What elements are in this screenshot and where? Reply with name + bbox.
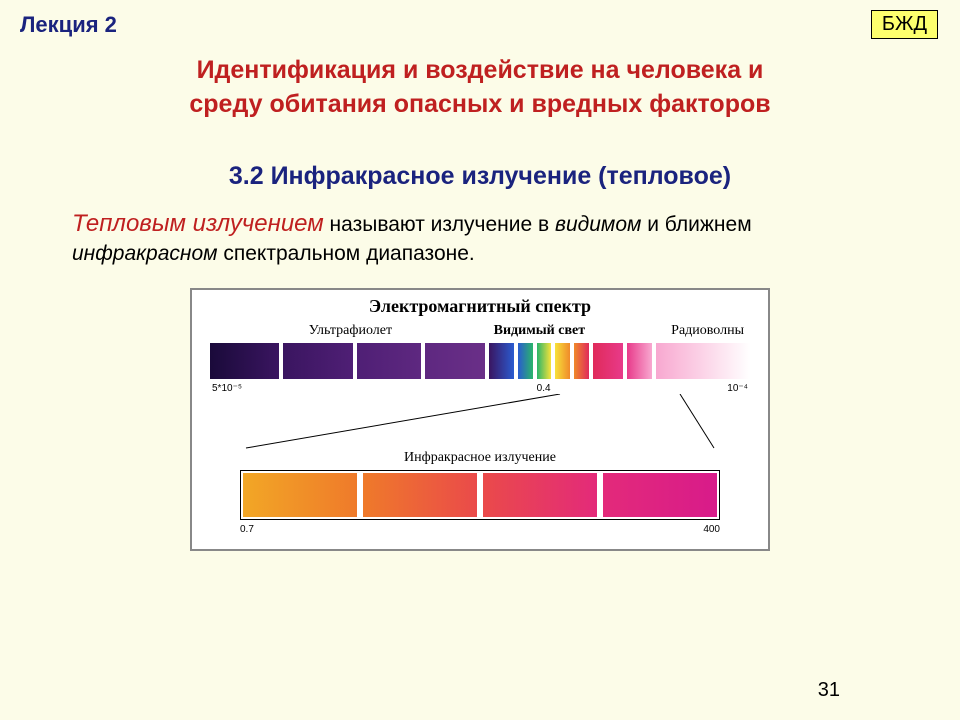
ir-axis-right: 400: [703, 524, 720, 535]
zoom-svg: [210, 394, 750, 450]
slide: Лекция 2 БЖД Идентификация и воздействие…: [0, 0, 960, 720]
spectrum-segment: [489, 343, 514, 379]
title-line-1: Идентификация и воздействие на человека …: [197, 56, 764, 84]
ir-segment: [243, 473, 357, 517]
figure-title: Электромагнитный спектр: [210, 296, 750, 317]
label-uv: Ультрафиолет: [210, 323, 491, 339]
body-paragraph: Тепловым излучением называют излучение в…: [72, 208, 888, 269]
body-t3: спектральном диапазоне.: [218, 242, 475, 265]
full-spectrum-axis: 5*10⁻⁵ 0.4 10⁻⁴: [210, 383, 750, 394]
spectrum-segment: [210, 343, 279, 379]
ir-axis-left: 0.7: [240, 524, 254, 535]
spectrum-segment: [518, 343, 533, 379]
definition-term: Тепловым излучением: [72, 210, 324, 237]
ir-segment: [363, 473, 477, 517]
ir-axis: 0.7 400: [240, 524, 720, 535]
section-heading: 3.2 Инфракрасное излучение (тепловое): [0, 162, 960, 191]
body-italic-2: инфракрасном: [72, 242, 218, 265]
spectrum-segment: [627, 343, 652, 379]
full-spectrum-bar: [210, 343, 750, 379]
axis-right: 10⁻⁴: [727, 383, 748, 394]
ir-label: Инфракрасное излучение: [210, 450, 750, 466]
spectrum-segment: [283, 343, 352, 379]
slide-title: Идентификация и воздействие на человека …: [40, 54, 920, 122]
spectrum-segment: [555, 343, 570, 379]
body-italic-1: видимом: [555, 213, 641, 236]
lecture-label: Лекция 2: [20, 12, 117, 38]
page-number: 31: [818, 679, 840, 702]
spectrum-figure: Электромагнитный спектр Ультрафиолет Вид…: [190, 288, 770, 551]
spectrum-segment: [537, 343, 552, 379]
spectrum-segment: [593, 343, 623, 379]
label-visible: Видимый свет: [491, 323, 588, 339]
title-line-2: среду обитания опасных и вредных факторо…: [189, 90, 770, 118]
body-t2: и ближнем: [641, 213, 751, 236]
ir-segment: [483, 473, 597, 517]
axis-mid: 0.4: [537, 383, 551, 394]
zoom-connector: [210, 394, 750, 450]
body-t1: называют излучение в: [324, 213, 555, 236]
label-radio: Радиоволны: [588, 323, 750, 339]
spectrum-segment: [574, 343, 589, 379]
spectrum-segment: [357, 343, 421, 379]
ir-spectrum-bar: [240, 470, 720, 520]
course-badge: БЖД: [871, 10, 938, 39]
ir-segment: [603, 473, 717, 517]
region-labels: Ультрафиолет Видимый свет Радиоволны: [210, 323, 750, 339]
spectrum-segment: [425, 343, 485, 379]
spectrum-segment: [656, 343, 750, 379]
axis-left: 5*10⁻⁵: [212, 383, 242, 394]
